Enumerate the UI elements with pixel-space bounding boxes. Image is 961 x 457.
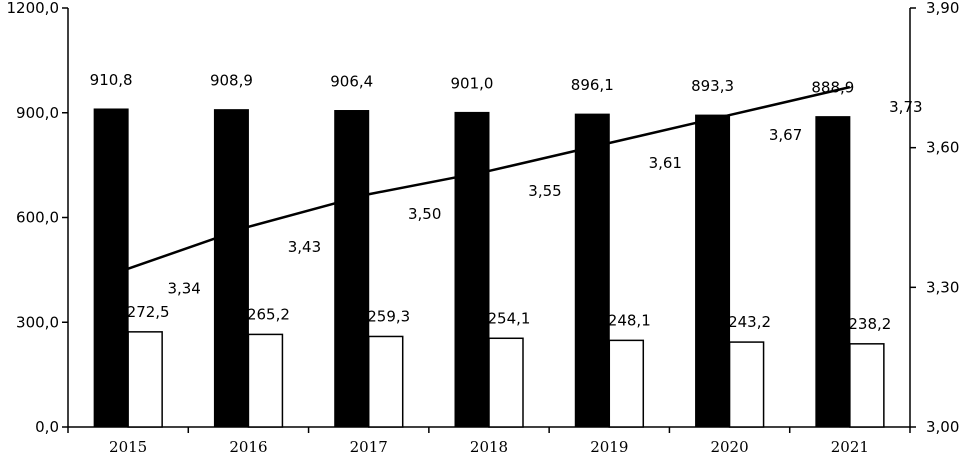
bar-series1-label: 888,9 xyxy=(811,79,854,97)
bar-series2 xyxy=(247,333,284,428)
bar-series2 xyxy=(849,343,885,428)
bar-series2 xyxy=(488,337,524,428)
y-right-tick-label: 3,60 xyxy=(926,139,959,157)
x-tick-label: 2015 xyxy=(109,438,147,456)
bar-series2-label: 243,2 xyxy=(728,313,771,331)
bar-series1-label: 893,3 xyxy=(691,77,734,95)
bar-series1 xyxy=(454,111,490,428)
bar-series1-label: 901,0 xyxy=(451,74,494,92)
line-point-label: 3,34 xyxy=(167,280,200,298)
bar-series2-label: 254,1 xyxy=(488,309,531,327)
y-right-tick-label: 3,90 xyxy=(926,0,959,17)
bar-series1 xyxy=(574,113,610,428)
y-left-tick-label: 0,0 xyxy=(35,418,59,436)
x-tick-label: 2021 xyxy=(831,438,869,456)
bar-series1-label: 896,1 xyxy=(571,76,614,94)
bar-series2-label: 272,5 xyxy=(127,303,170,321)
bar-series2-label: 265,2 xyxy=(247,305,290,323)
bar-series2 xyxy=(127,331,163,428)
y-left-tick-label: 300,0 xyxy=(16,313,59,331)
line-point-label: 3,73 xyxy=(889,98,922,116)
bar-series1 xyxy=(213,109,249,428)
y-left-tick-label: 900,0 xyxy=(16,104,59,122)
x-tick-label: 2020 xyxy=(710,438,748,456)
y-left-tick-label: 600,0 xyxy=(16,209,59,227)
bar-series2-label: 248,1 xyxy=(608,311,651,329)
x-tick-label: 2016 xyxy=(229,438,267,456)
x-tick-label: 2017 xyxy=(350,438,388,456)
bar-series1 xyxy=(815,116,851,428)
bar-series1 xyxy=(334,110,370,428)
bar-series2 xyxy=(608,339,645,428)
bar-series2 xyxy=(728,341,765,428)
bar-series1-label: 906,4 xyxy=(330,73,373,91)
x-tick-label: 2018 xyxy=(470,438,508,456)
line-point-label: 3,43 xyxy=(288,238,321,256)
bar-series2-label: 259,3 xyxy=(367,307,410,325)
y-right-tick-label: 3,30 xyxy=(926,278,959,296)
line-point-label: 3,67 xyxy=(769,126,802,144)
bar-series2-label: 238,2 xyxy=(848,315,891,333)
y-left-tick-label: 1200,0 xyxy=(7,0,60,17)
bar-series1 xyxy=(695,114,731,428)
bar-series1 xyxy=(93,108,129,428)
x-tick-label: 2019 xyxy=(590,438,628,456)
line-point-label: 3,50 xyxy=(408,205,441,223)
line-point-label: 3,61 xyxy=(649,154,682,172)
line-series xyxy=(127,85,851,270)
bar-series2 xyxy=(367,335,404,428)
bar-series1-label: 910,8 xyxy=(90,71,133,89)
y-right-tick-label: 3,00 xyxy=(926,418,959,436)
bar-series1-label: 908,9 xyxy=(210,72,253,90)
line-point-label: 3,55 xyxy=(528,182,561,200)
